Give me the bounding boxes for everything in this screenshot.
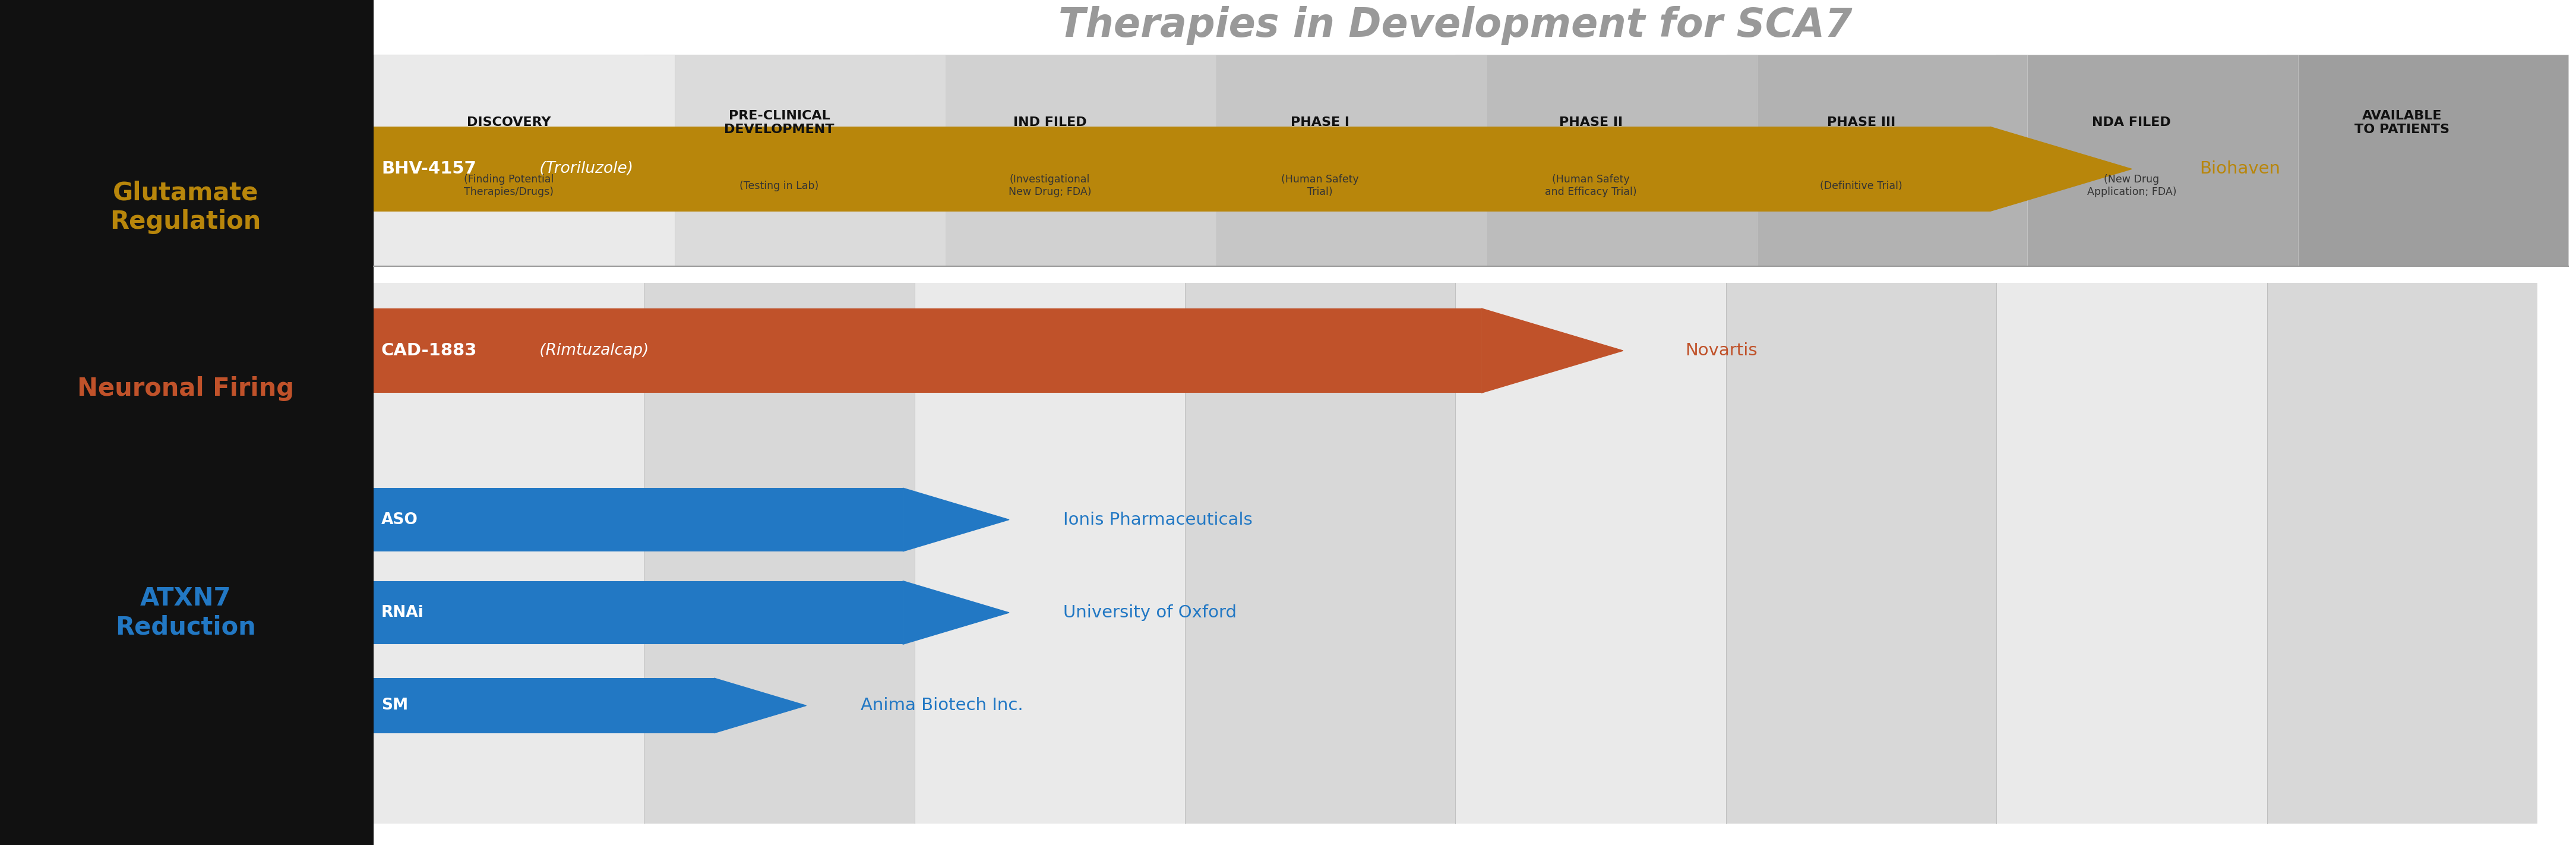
Polygon shape — [1726, 55, 2027, 266]
Text: ATXN7
Reduction: ATXN7 Reduction — [116, 586, 255, 640]
Text: AVAILABLE
TO PATIENTS: AVAILABLE TO PATIENTS — [2354, 110, 2450, 135]
Text: Glutamate
Regulation: Glutamate Regulation — [111, 180, 260, 234]
FancyBboxPatch shape — [1455, 283, 1726, 824]
FancyBboxPatch shape — [2267, 283, 2537, 824]
Polygon shape — [374, 55, 675, 266]
Text: University of Oxford: University of Oxford — [1064, 604, 1236, 621]
Text: RNAi: RNAi — [381, 605, 425, 620]
FancyBboxPatch shape — [644, 283, 914, 824]
Text: (Human Safety
Trial): (Human Safety Trial) — [1280, 174, 1360, 198]
FancyBboxPatch shape — [374, 127, 1991, 211]
Text: (Troriluzole): (Troriluzole) — [536, 161, 634, 177]
Text: Ionis Pharmaceuticals: Ionis Pharmaceuticals — [1064, 511, 1252, 528]
Text: (Definitive Trial): (Definitive Trial) — [1821, 181, 1901, 191]
FancyBboxPatch shape — [374, 678, 714, 733]
Text: (Finding Potential
Therapies/Drugs): (Finding Potential Therapies/Drugs) — [464, 174, 554, 198]
Text: (Testing in Lab): (Testing in Lab) — [739, 181, 819, 191]
Text: Therapies in Development for SCA7: Therapies in Development for SCA7 — [1059, 6, 1852, 45]
Text: CAD-1883: CAD-1883 — [381, 342, 477, 359]
FancyBboxPatch shape — [1185, 283, 1455, 824]
Polygon shape — [1185, 55, 1486, 266]
Polygon shape — [1991, 127, 2133, 211]
Text: Neuronal Firing: Neuronal Firing — [77, 376, 294, 401]
FancyBboxPatch shape — [374, 308, 1481, 393]
Polygon shape — [1455, 55, 1757, 266]
FancyBboxPatch shape — [374, 488, 902, 551]
Text: PHASE III: PHASE III — [1826, 117, 1896, 128]
Text: SM: SM — [381, 698, 407, 713]
Polygon shape — [902, 581, 1010, 644]
Text: ASO: ASO — [381, 512, 417, 527]
Text: Anima Biotech Inc.: Anima Biotech Inc. — [860, 697, 1023, 714]
Text: Novartis: Novartis — [1685, 342, 1757, 359]
FancyBboxPatch shape — [374, 283, 644, 824]
Text: DISCOVERY: DISCOVERY — [466, 117, 551, 128]
Text: NDA FILED: NDA FILED — [2092, 117, 2172, 128]
FancyBboxPatch shape — [374, 581, 902, 644]
FancyBboxPatch shape — [914, 283, 1185, 824]
Text: PHASE II: PHASE II — [1558, 117, 1623, 128]
Polygon shape — [1481, 308, 1623, 393]
Text: Biohaven: Biohaven — [2200, 161, 2280, 177]
Text: PHASE I: PHASE I — [1291, 117, 1350, 128]
FancyBboxPatch shape — [1726, 283, 1996, 824]
Polygon shape — [1996, 55, 2298, 266]
Polygon shape — [914, 55, 1216, 266]
Polygon shape — [2267, 55, 2568, 266]
Text: (Rimtuzalcap): (Rimtuzalcap) — [536, 343, 649, 358]
Text: PRE-CLINICAL
DEVELOPMENT: PRE-CLINICAL DEVELOPMENT — [724, 110, 835, 135]
FancyBboxPatch shape — [0, 0, 374, 845]
Polygon shape — [902, 488, 1010, 551]
Polygon shape — [644, 55, 945, 266]
Text: (New Drug
Application; FDA): (New Drug Application; FDA) — [2087, 174, 2177, 198]
Polygon shape — [714, 678, 806, 733]
Text: (Investigational
New Drug; FDA): (Investigational New Drug; FDA) — [1007, 174, 1092, 198]
Text: (Human Safety
and Efficacy Trial): (Human Safety and Efficacy Trial) — [1546, 174, 1636, 198]
FancyBboxPatch shape — [1996, 283, 2267, 824]
Text: IND FILED: IND FILED — [1012, 117, 1087, 128]
Text: BHV-4157: BHV-4157 — [381, 161, 477, 177]
